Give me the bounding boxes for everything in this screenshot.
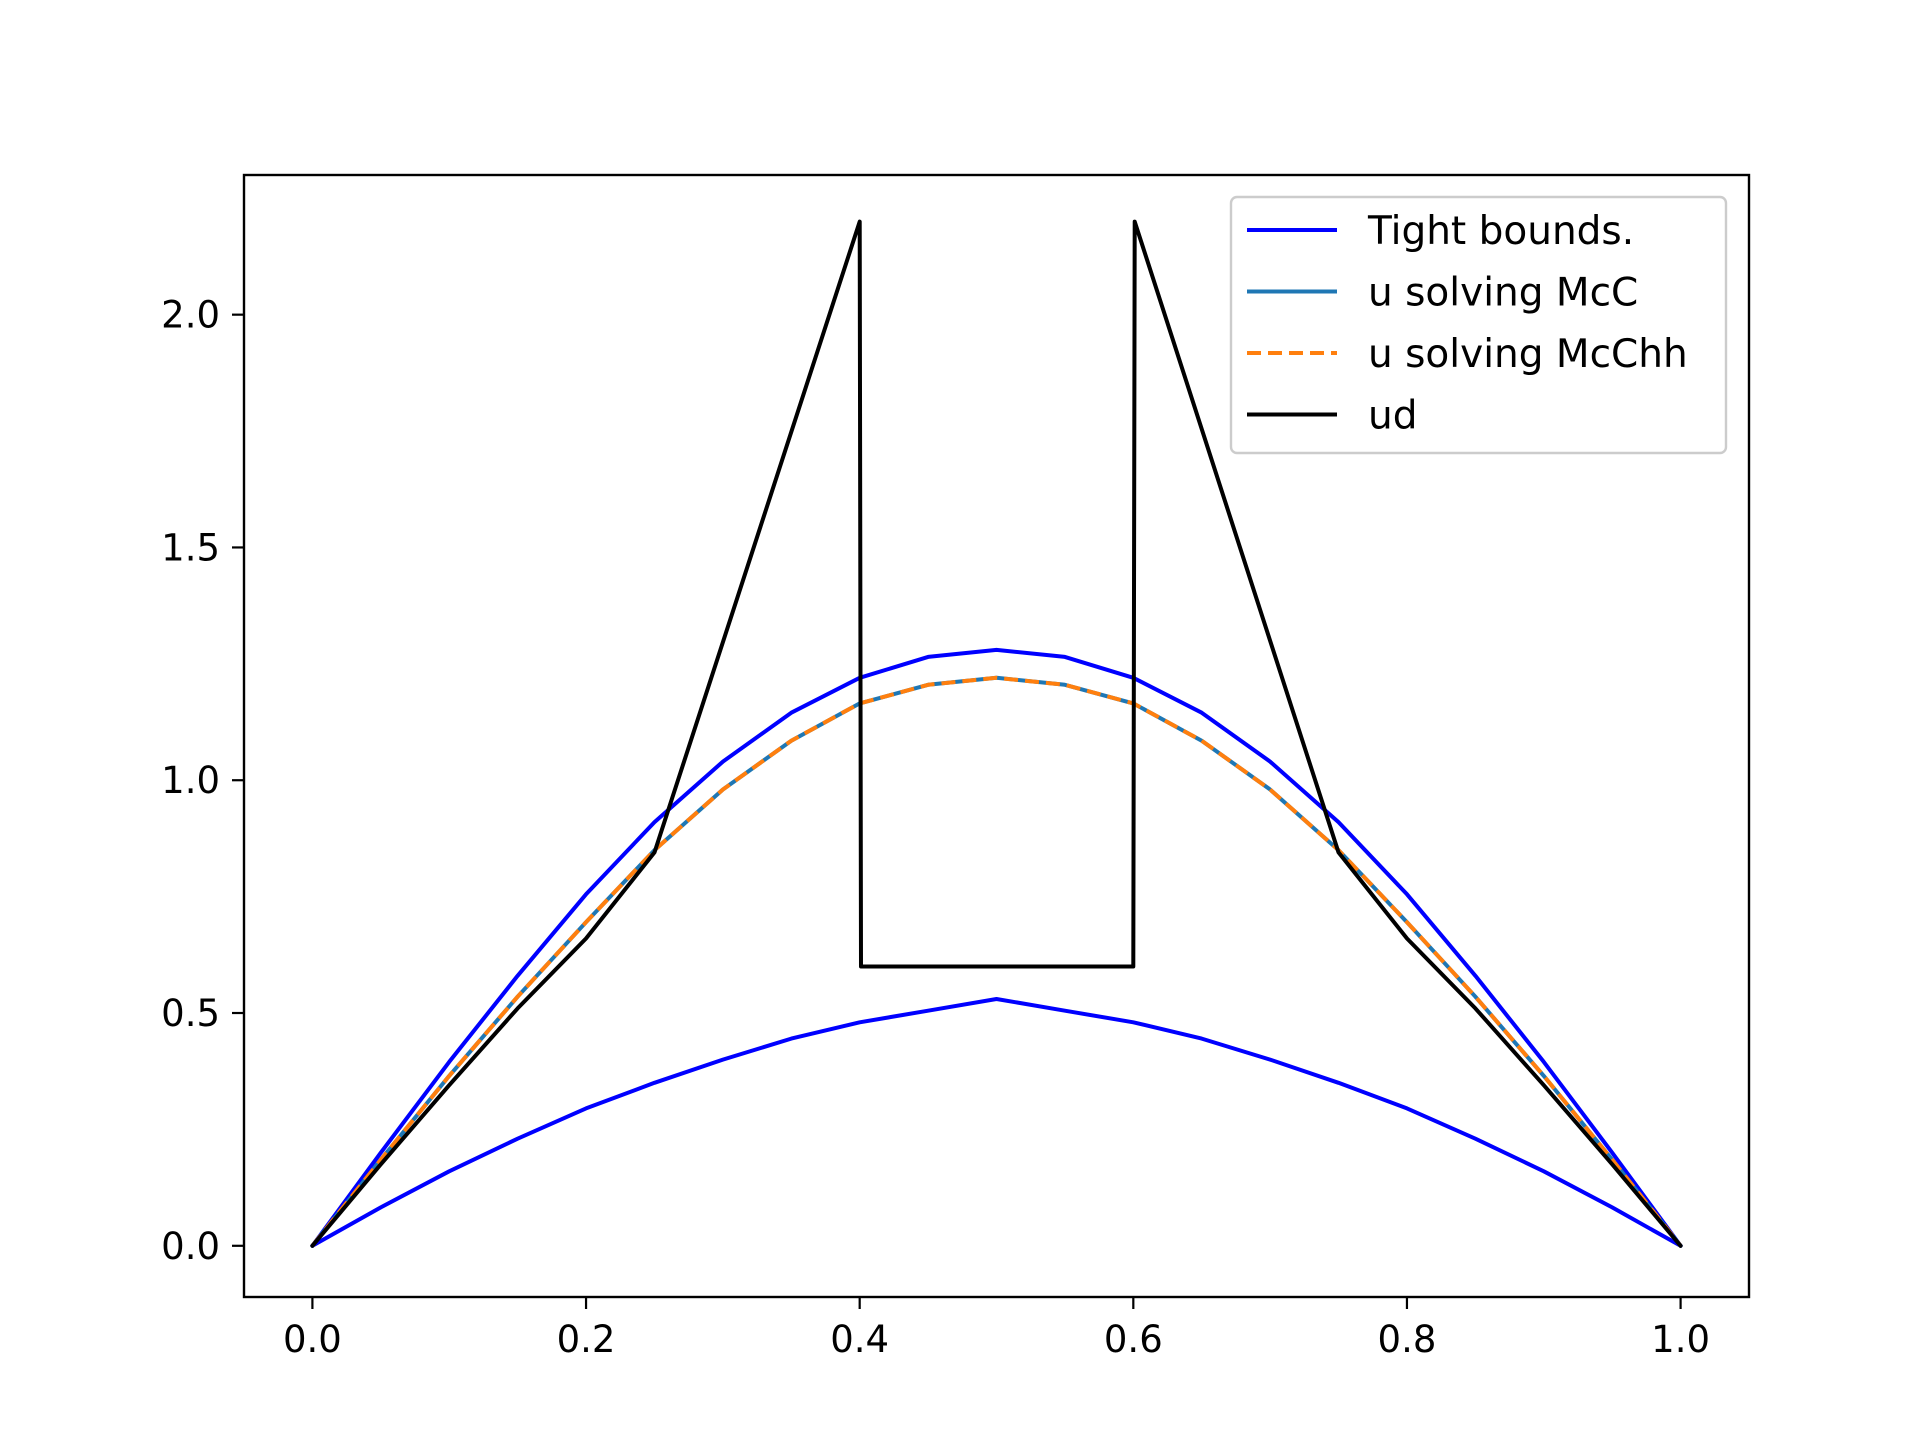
y-axis-ticks: 0.0 0.5 1.0 1.5 2.0 — [161, 294, 244, 1268]
series-line-3 — [310, 675, 1683, 1248]
x-tick-label: 0.6 — [1104, 1318, 1163, 1361]
series-line-1 — [310, 997, 1683, 1248]
y-tick-label: 0.5 — [161, 992, 220, 1035]
plot-area — [310, 219, 1683, 1248]
x-tick-label: 0.4 — [830, 1318, 889, 1361]
y-tick-label: 0.0 — [161, 1225, 220, 1268]
legend: Tight bounds. u solving McC u solving McCh… — [1229, 195, 1728, 455]
axes: 0.0 0.2 0.4 0.6 0.8 1.0 0.0 0.5 1.0 1.5 2.0 — [161, 173, 1751, 1361]
x-tick-label: 0.8 — [1378, 1318, 1437, 1361]
series-line-4 — [310, 219, 1683, 1248]
legend-box — [1229, 195, 1728, 455]
x-tick-label: 1.0 — [1651, 1318, 1710, 1361]
legend-label: Tight bounds. — [1367, 209, 1634, 254]
axes-frame — [242, 173, 1751, 1299]
x-tick-label: 0.2 — [557, 1318, 616, 1361]
series-line-0 — [310, 647, 1683, 1248]
legend-label: u solving McC — [1368, 271, 1638, 316]
legend-label: u solving McChh — [1368, 332, 1688, 377]
legend-label: ud — [1368, 394, 1417, 439]
y-tick-label: 1.0 — [161, 759, 220, 802]
x-axis-ticks: 0.0 0.2 0.4 0.6 0.8 1.0 — [283, 1297, 1710, 1361]
x-tick-label: 0.0 — [283, 1318, 342, 1361]
y-tick-label: 1.5 — [161, 526, 220, 569]
y-tick-label: 2.0 — [161, 294, 220, 337]
